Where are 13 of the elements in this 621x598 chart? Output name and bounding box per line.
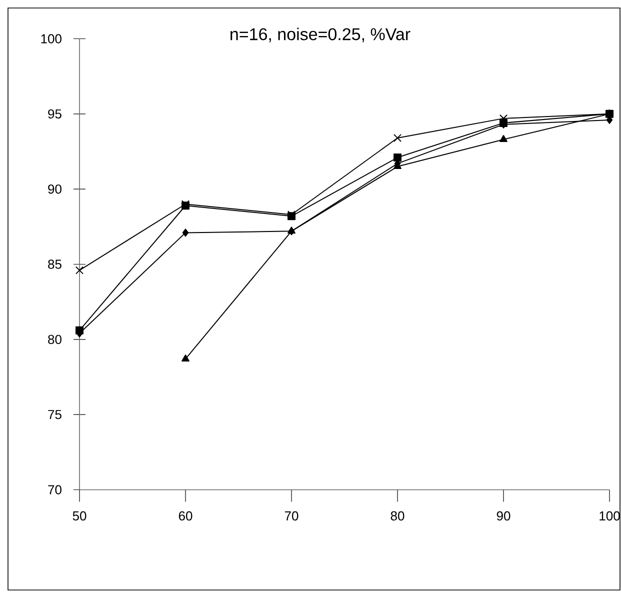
x-tick-label: 90 xyxy=(496,511,510,520)
y-tick-label: 90 xyxy=(48,184,62,194)
x-tick-label: 60 xyxy=(178,511,192,520)
x-tick-label: 50 xyxy=(72,511,86,520)
y-tick-label: 85 xyxy=(48,260,62,269)
chart-title: n=16, noise=0.25, %Var xyxy=(230,28,410,42)
y-tick-label: 95 xyxy=(48,109,62,119)
y-tick-label: 100 xyxy=(41,34,62,44)
y-tick-label: 80 xyxy=(48,334,62,344)
y-tick-label: 75 xyxy=(48,410,62,420)
x-tick-label: 80 xyxy=(390,511,404,520)
x-tick-label: 70 xyxy=(284,511,298,520)
y-tick-label: 70 xyxy=(48,485,62,494)
